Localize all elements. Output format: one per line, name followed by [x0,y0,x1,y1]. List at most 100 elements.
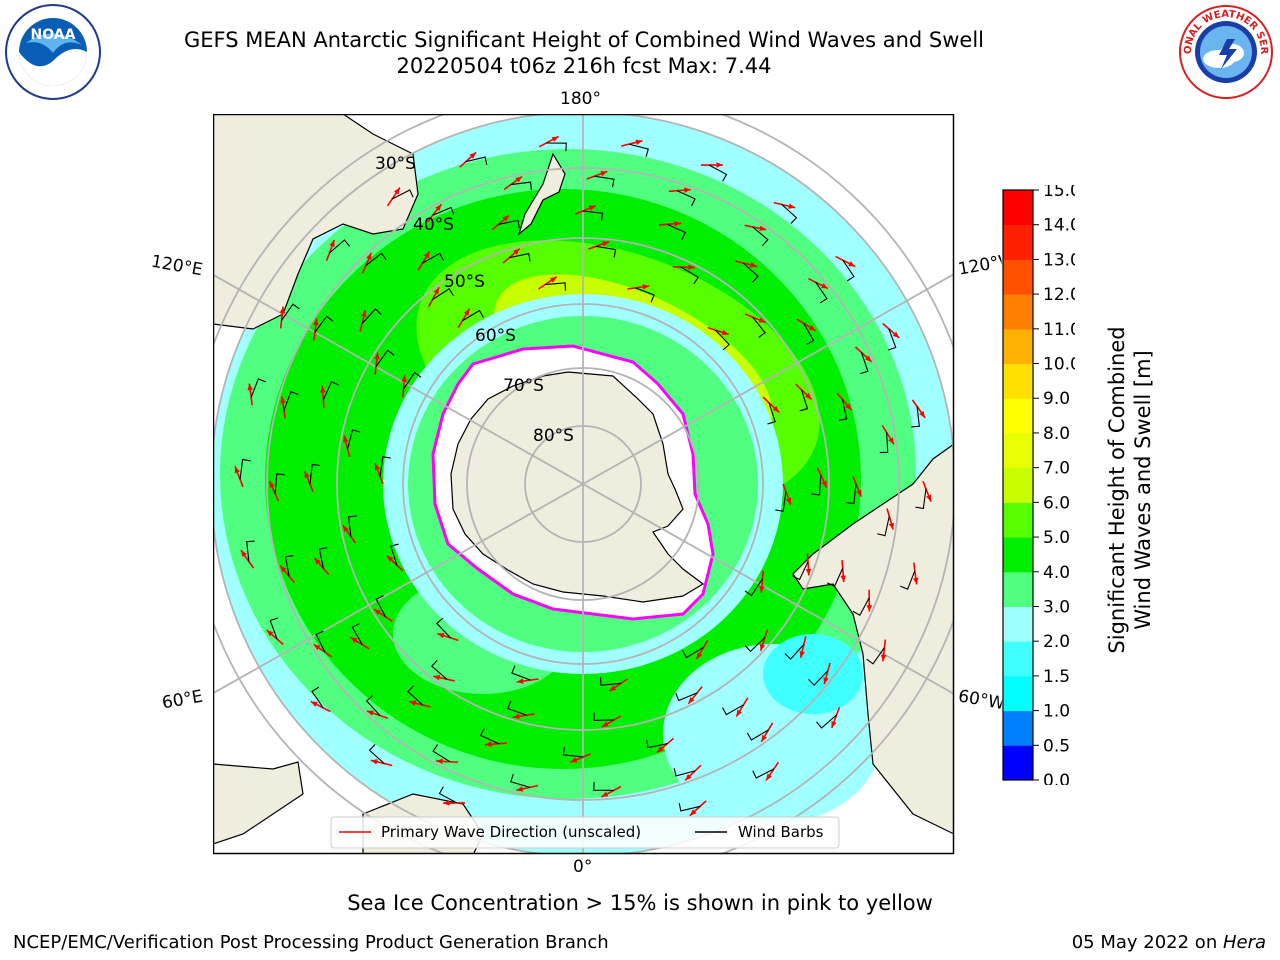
wind-barb [351,623,363,645]
wave-arrow-head [366,710,374,716]
wind-barb [462,309,484,322]
wind-barb [815,281,828,304]
wave-arrow-head [401,375,407,382]
wind-barb [361,308,382,325]
wave-arrow-head [314,557,321,565]
wind-barb [379,456,391,477]
wave-arrow-head [823,677,829,685]
wind-barb [246,540,255,562]
wind-barb [274,473,285,494]
wind-barb [838,399,848,421]
colorbar-tick-label: 9.0 [1043,389,1070,409]
wave-arrow-head [513,248,520,255]
wind-barb [852,597,870,617]
wave-arrow-head [443,800,450,806]
colorbar-axis-label: Significant Height of Combined Wind Wave… [1090,300,1180,680]
wind-barb [900,570,916,590]
wave-arrow-head [684,187,691,193]
wave-arrow-head [266,630,274,637]
wave-arrow-head [821,480,827,488]
wave-arrow-head [831,720,837,728]
wind-barb [284,555,294,577]
wave-arrow-head [688,264,695,271]
wave-arrow-head [342,525,349,533]
wave-arrow-head [551,136,559,142]
legend-barb-label: Wind Barbs [738,823,824,841]
wave-arrow-head [386,555,394,563]
wave-arrow-head [866,605,872,612]
wave-arrow-head [304,471,310,479]
colorbar-segment [1003,363,1033,399]
wind-barb [432,206,455,216]
wind-barb [866,647,885,665]
wind-barb [678,802,701,812]
wind-barb [546,142,567,152]
wind-barb [752,226,769,247]
colorbar-segment [1003,328,1033,365]
colorbar-segment [1003,432,1033,469]
wave-arrow-head [788,203,796,209]
wind-barb [545,282,567,291]
wave-arrow-head [865,355,872,362]
wave-arrow-head [549,276,557,283]
wave-arrow-head [374,352,380,360]
wave-arrow-head [601,791,609,797]
wave-arrow-head [463,308,470,316]
wave-arrow-head [588,205,596,211]
colorbar-segment [1003,294,1033,330]
lat-label-30s: 30°S [375,154,416,174]
wave-arrow-head [892,331,900,338]
wind-barb [315,630,326,653]
wave-arrow-head [502,215,510,222]
colorbar-segment [1003,502,1033,538]
colorbar-tick-label: 6.0 [1043,493,1070,513]
map-frame [213,114,955,855]
wind-barb [422,252,444,264]
wind-barb [391,189,414,200]
wave-arrow-head [433,287,440,295]
footer-credit: NCEP/EMC/Verification Post Processing Pr… [13,932,609,953]
lat-label-40s: 40°S [413,215,454,235]
wave-arrow-head [469,152,477,159]
wind-barb [676,190,696,207]
wind-barb [752,768,775,779]
colorbar-tick-label: 0.5 [1043,736,1070,756]
wave-arrow-head [313,318,319,326]
wind-barb [911,406,920,428]
wind-barb [803,323,815,345]
wave-arrow-head [329,240,335,248]
wind-barb [239,458,251,480]
wave-arrow-head [313,644,321,651]
colorbar-label-line1: Significant Height of Combined [1105,326,1129,653]
wave-arrow-head [772,405,780,413]
wave-arrow-head [848,261,856,267]
colorbar-segment [1003,641,1033,677]
wave-arrow-head [840,575,846,583]
colorbar-segment [1003,224,1033,260]
wind-barb [465,156,488,166]
colorbar-label-line2: Wind Waves and Swell [m] [1131,350,1155,630]
wave-arrow-head [642,284,650,290]
wind-barb [781,203,798,224]
colorbar-tick-label: 10.0 [1043,355,1075,375]
wave-arrow-head [696,652,703,660]
wind-barb [860,352,869,375]
colorbar-tick-label: 14.0 [1043,216,1075,236]
wind-barb [599,677,621,686]
wind-barb [365,695,381,717]
wind-barb [479,728,500,745]
lat-label-60s: 60°S [475,326,516,346]
wind-barb [510,773,531,788]
wind-barb [877,516,890,537]
wave-arrow-head [766,773,772,781]
wave-arrow-head [516,786,524,792]
wind-barb [673,767,696,777]
wave-arrow-head [736,709,742,717]
colorbar: 0.0 0.5 1.0 1.5 2.0 3.0 4.0 5.0 6.0 7.0 8.0 9.0 10.0… [1002,185,1075,785]
wind-barb [879,432,889,454]
wind-barb [507,700,527,716]
wave-arrow-head [435,204,442,212]
wave-arrow-head [759,586,765,593]
wave-arrow-head [516,678,524,684]
colorbar-tick-label: 1.0 [1043,702,1070,722]
